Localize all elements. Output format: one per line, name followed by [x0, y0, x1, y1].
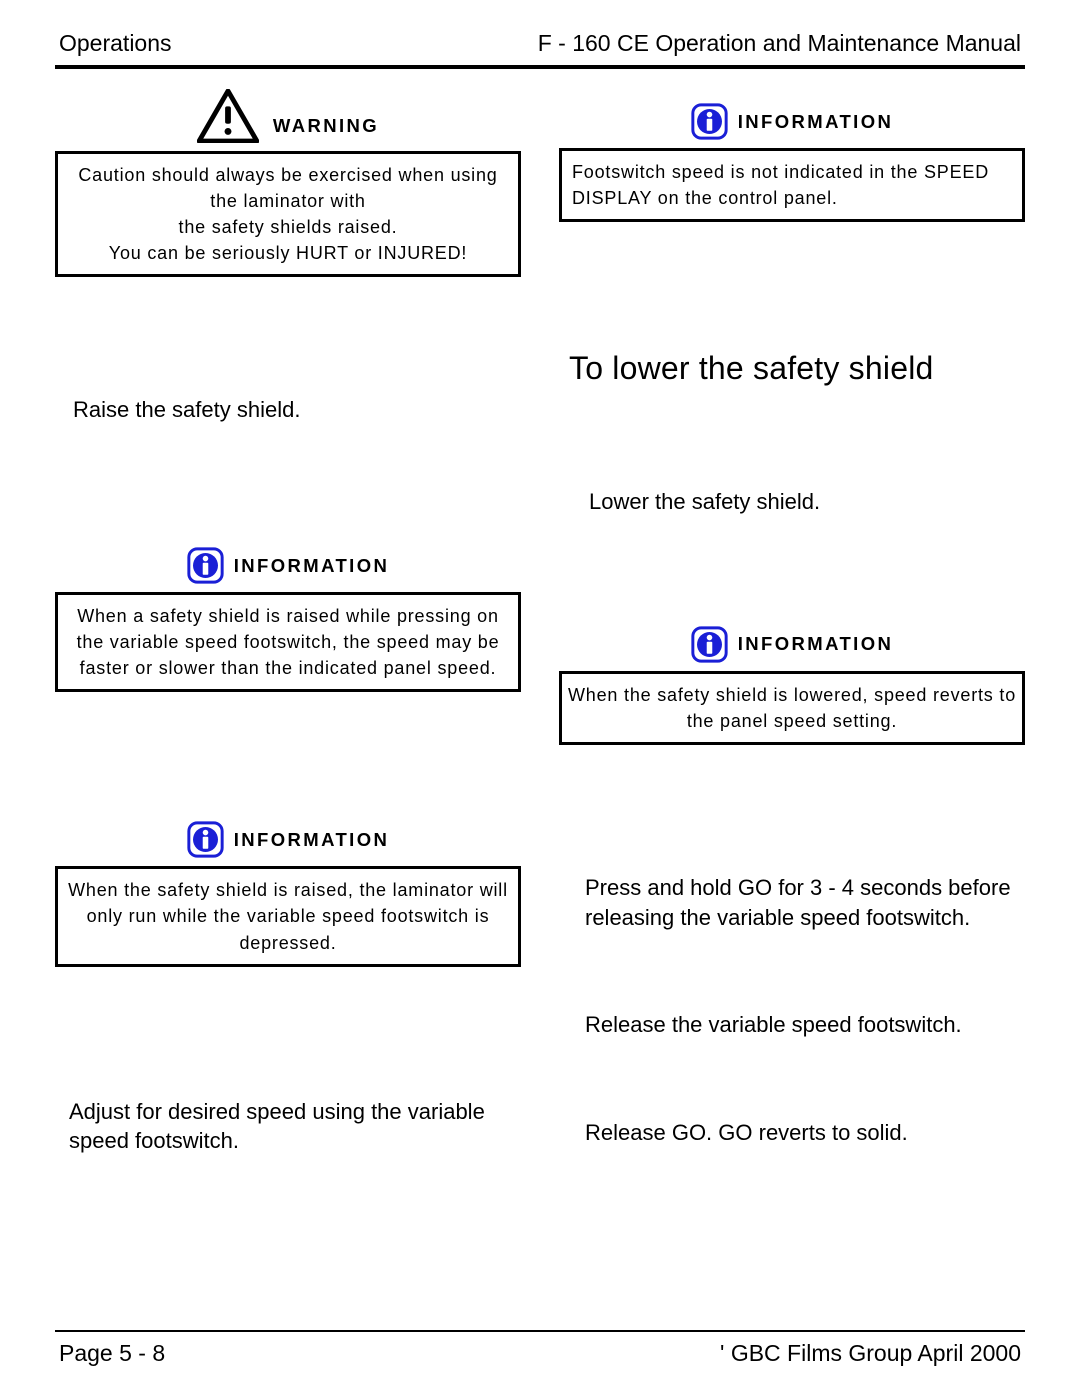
information-icon: [187, 547, 224, 584]
info-box-left-1-text: When a safety shield is raised while pre…: [64, 603, 512, 681]
information-icon: [691, 103, 728, 140]
information-icon: [691, 626, 728, 663]
warning-triangle-icon: [197, 89, 259, 143]
warning-box-text: Caution should always be exercised when …: [64, 162, 512, 266]
warning-label: WARNING: [273, 115, 379, 143]
page-header: Operations F - 160 CE Operation and Main…: [55, 30, 1025, 63]
header-right: F - 160 CE Operation and Maintenance Man…: [538, 30, 1021, 57]
release-go-text: Release GO. GO reverts to solid.: [559, 1118, 1025, 1148]
warning-label-row: WARNING: [55, 89, 521, 143]
release-footswitch-text: Release the variable speed footswitch.: [559, 1010, 1025, 1040]
footer-right: ' GBC Films Group April 2000: [720, 1340, 1021, 1367]
info-box-right-top: Footswitch speed is not indicated in the…: [559, 148, 1025, 222]
info-box-left-2-text: When the safety shield is raised, the la…: [64, 877, 512, 955]
information-label: INFORMATION: [738, 111, 894, 133]
content-columns: WARNING Caution should always be exercis…: [55, 69, 1025, 1156]
footer-left: Page 5 - 8: [59, 1340, 165, 1367]
information-label: INFORMATION: [234, 555, 390, 577]
page-footer: Page 5 - 8 ' GBC Films Group April 2000: [55, 1330, 1025, 1367]
info-label-row-2: INFORMATION: [55, 821, 521, 858]
info-box-left-2: When the safety shield is raised, the la…: [55, 866, 521, 966]
section-title-lower-shield: To lower the safety shield: [559, 350, 1025, 387]
information-label: INFORMATION: [738, 633, 894, 655]
information-label: INFORMATION: [234, 829, 390, 851]
press-hold-text: Press and hold GO for 3 - 4 seconds befo…: [559, 873, 1025, 932]
info-label-row-mid: INFORMATION: [559, 626, 1025, 663]
right-column: INFORMATION Footswitch speed is not indi…: [559, 89, 1025, 1156]
info-box-right-mid-text: When the safety shield is lowered, speed…: [568, 682, 1016, 734]
left-column: WARNING Caution should always be exercis…: [55, 89, 521, 1156]
info-label-row-top: INFORMATION: [559, 103, 1025, 140]
lower-shield-text: Lower the safety shield.: [559, 487, 1025, 517]
adjust-speed-text: Adjust for desired speed using the varia…: [55, 1097, 521, 1156]
info-label-row-1: INFORMATION: [55, 547, 521, 584]
info-box-right-top-text: Footswitch speed is not indicated in the…: [568, 159, 1016, 211]
raise-shield-text: Raise the safety shield.: [55, 395, 521, 425]
information-icon: [187, 821, 224, 858]
header-left: Operations: [59, 30, 172, 57]
info-box-right-mid: When the safety shield is lowered, speed…: [559, 671, 1025, 745]
info-box-left-1: When a safety shield is raised while pre…: [55, 592, 521, 692]
warning-box: Caution should always be exercised when …: [55, 151, 521, 277]
